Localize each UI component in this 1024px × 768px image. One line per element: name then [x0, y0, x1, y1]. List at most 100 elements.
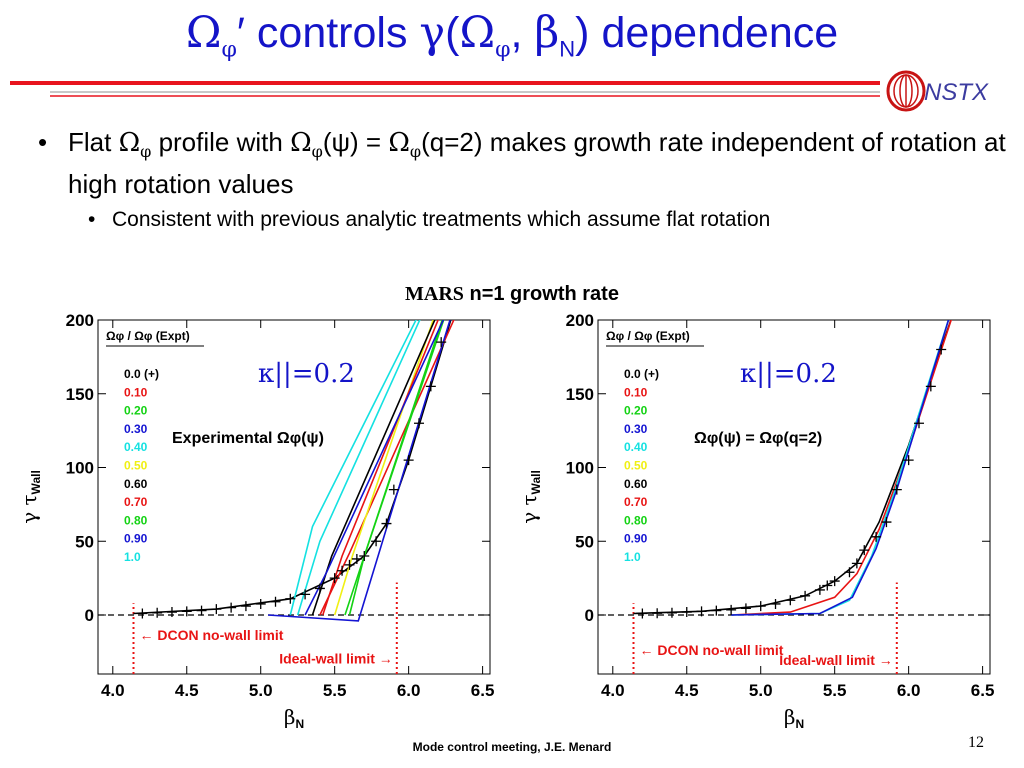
profile-label: Experimental Ωφ(ψ) [172, 430, 324, 447]
bullet1-text-b: profile with [151, 127, 291, 157]
legend-entry: 0.20 [624, 404, 648, 418]
bullet1-text-d: (q=2) makes growth rate independent of r… [68, 127, 1006, 200]
plus-marker [181, 606, 192, 617]
legend-title: Ωφ / Ωφ (Expt) [606, 329, 690, 343]
page-number: 12 [968, 734, 984, 751]
plus-marker [425, 381, 436, 392]
plus-marker [351, 553, 362, 564]
x-tick-label: 6.5 [471, 681, 495, 700]
bullet-dot-2: • [88, 208, 96, 232]
legend-entry: 0.60 [624, 477, 648, 491]
bullet1-text-a: Flat [68, 127, 119, 157]
plus-marker [800, 590, 811, 601]
plus-marker [829, 576, 840, 587]
series-line [731, 320, 952, 616]
series-line [333, 320, 434, 616]
plus-marker [755, 601, 766, 612]
x-tick-label: 4.5 [175, 681, 199, 700]
plus-marker [652, 608, 663, 619]
y-axis-label: γ τWall [517, 470, 543, 524]
y-axis-label: γ τWall [17, 470, 43, 524]
plus-marker [359, 551, 370, 561]
plus-marker [666, 607, 677, 618]
plus-marker [436, 337, 447, 348]
plus-marker [314, 583, 325, 594]
y-tick-label: 200 [566, 311, 594, 330]
legend-entry: 0.10 [624, 385, 648, 399]
x-tick-label: 4.0 [101, 681, 125, 700]
series-line [731, 320, 950, 616]
y-tick-label: 150 [66, 385, 94, 404]
title-prime: ′ [236, 9, 245, 57]
y-axis-label-sub: Wall [29, 470, 43, 494]
title-omega-2: Ω [459, 8, 496, 58]
plus-marker [859, 545, 870, 556]
plus-marker [403, 455, 414, 466]
plus-marker [371, 536, 382, 547]
x-tick-label: 5.5 [323, 681, 347, 700]
title-mid: controls [244, 9, 420, 57]
title-phi-2: φ [495, 37, 511, 63]
series-line [133, 320, 452, 615]
bullet-2: • Consistent with previous analytic trea… [38, 206, 1018, 234]
dcon-label: ← DCON no-wall limit [640, 642, 784, 658]
y-tick-label: 50 [575, 532, 594, 551]
plus-marker [445, 308, 455, 318]
x-tick-label: 5.5 [823, 681, 847, 700]
plus-marker [785, 595, 796, 606]
plus-marker [814, 584, 825, 595]
bullet-dot: • [38, 127, 48, 157]
chart-heading-mars: MARS [405, 283, 464, 305]
plus-marker [413, 418, 424, 429]
chart-heading-rest: n=1 growth rate [463, 283, 619, 305]
legend-entry: 0.0 (+) [624, 367, 659, 381]
x-tick-label: 6.0 [897, 681, 921, 700]
y-axis-label-sub: Wall [529, 470, 543, 494]
x-tick-label: 6.0 [397, 681, 421, 700]
legend-entry: 0.70 [124, 495, 148, 509]
y-tick-label: 0 [585, 606, 594, 625]
series-line [322, 320, 439, 616]
series-group [133, 308, 455, 622]
legend-entry: 0.40 [624, 440, 648, 454]
series-line [731, 320, 950, 616]
bullet2-text: Consistent with previous analytic treatm… [112, 208, 771, 232]
bullet-list: • Flat Ωφ profile with Ωφ(ψ) = Ωφ(q=2) m… [38, 126, 1018, 234]
x-axis-label-beta: β [784, 705, 796, 729]
y-tick-label: 150 [566, 385, 594, 404]
plus-marker [166, 607, 177, 618]
plus-marker [936, 344, 947, 355]
series-line [268, 320, 451, 622]
y-axis-label-text: γ τWall [517, 470, 543, 524]
bullet1-text-c: (ψ) = [322, 127, 389, 157]
x-axis-label-sub: N [795, 717, 804, 731]
plus-marker [945, 308, 955, 318]
plus-marker [329, 573, 340, 584]
title-tail: ) dependence [575, 9, 839, 57]
chart-heading: MARS n=1 growth rate [0, 283, 1024, 306]
title-comma: , [510, 9, 535, 57]
plus-marker [285, 593, 296, 604]
legend-entry: 0.90 [124, 532, 148, 546]
legend-entry: 0.30 [124, 422, 148, 436]
y-tick-label: 0 [85, 606, 94, 625]
plus-marker [851, 558, 862, 569]
footer-text: Mode control meeting, J.E. Menard [412, 740, 612, 754]
plus-marker [255, 598, 266, 609]
legend-entry: 0.70 [624, 495, 648, 509]
plus-marker [822, 580, 833, 591]
plus-marker [196, 605, 207, 616]
y-axis-label-text: γ τWall [17, 470, 43, 524]
legend-entry: 0.30 [624, 422, 648, 436]
y-tick-label: 200 [66, 311, 94, 330]
plus-marker [711, 605, 722, 616]
plus-marker [137, 608, 148, 619]
legend-entry: 0.80 [624, 513, 648, 527]
legend-entry: 0.10 [124, 385, 148, 399]
kappa-label: κ||=0.2 [258, 359, 355, 389]
plus-marker [240, 601, 251, 612]
plus-marker [925, 381, 936, 392]
ideal-label: Ideal-wall limit → [279, 651, 393, 667]
